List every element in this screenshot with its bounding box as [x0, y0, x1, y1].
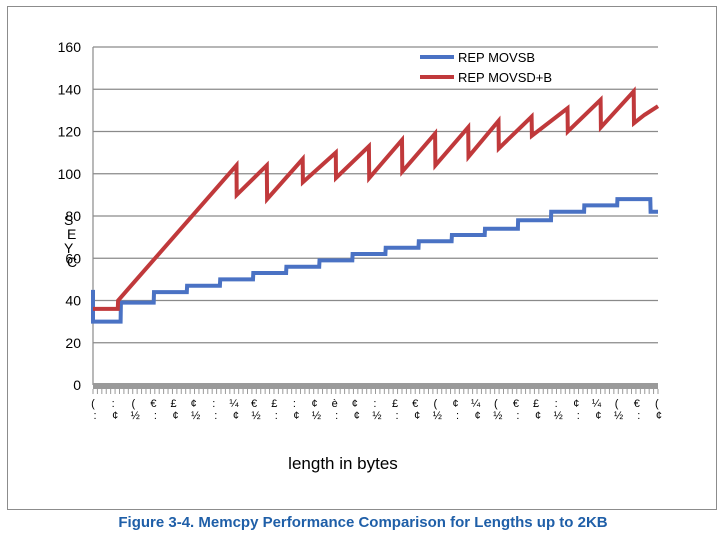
y-axis-label-fragment: E	[67, 226, 76, 242]
x-axis-title: length in bytes	[288, 454, 398, 473]
x-tick-label-fragment: ¢	[191, 398, 197, 410]
y-tick-label: 0	[73, 377, 81, 393]
x-tick-label-fragment: ½	[131, 410, 140, 422]
x-tick-label-fragment: ½	[493, 410, 502, 422]
x-tick-label-fragment: :	[293, 398, 296, 410]
y-axis-ticks: 0 20 40 60 80 100 120 140 160	[58, 39, 82, 393]
x-tick-label-fragment: ½	[433, 410, 442, 422]
y-axis-label-fragment: C	[67, 254, 77, 270]
series-line-rep-movsd-b	[93, 86, 660, 311]
x-tick-label-fragment: (	[91, 398, 95, 410]
x-tick-label-fragment: :	[577, 410, 580, 422]
x-tick-label-fragment: :	[212, 398, 215, 410]
chart-frame: 0 20 40 60 80 100 120 140 160 (:: ¢(½ €: £ ¢ ¢ ½:: ¼ ¢ € ½…	[7, 6, 717, 510]
series-line-rep-movsb	[91, 197, 658, 324]
y-axis-label-fragment: Y	[64, 240, 74, 256]
x-tick-label-fragment: :	[373, 398, 376, 410]
x-tick-label-fragment: ¢	[112, 410, 118, 422]
x-tick-label-fragment: (	[434, 398, 438, 410]
y-tick-label: 100	[58, 166, 82, 182]
x-tick-label-fragment: ¢	[452, 398, 458, 410]
x-tick-label-fragment: ½	[191, 410, 200, 422]
legend-label: REP MOVSD+B	[458, 70, 552, 85]
x-tick-label-fragment: ½	[614, 410, 623, 422]
x-tick-label-fragment: :	[396, 410, 399, 422]
x-tick-label-fragment: ½	[554, 410, 563, 422]
x-tick-label-fragment: ¢	[595, 410, 601, 422]
y-tick-label: 60	[65, 250, 81, 266]
x-tick-label-fragment: ¢	[352, 398, 358, 410]
y-tick-label: 120	[58, 124, 82, 140]
y-tick-label: 40	[65, 293, 81, 309]
x-tick-label-fragment: è	[332, 398, 338, 410]
x-tick-label-fragment: :	[214, 410, 217, 422]
legend-label: REP MOVSB	[458, 50, 535, 65]
x-tick-label-fragment: €	[412, 398, 418, 410]
x-tick-label-fragment: :	[456, 410, 459, 422]
x-tick-label-fragment: ¢	[293, 410, 299, 422]
x-tick-label-fragment: ¼	[471, 398, 481, 410]
x-tick-label-fragment: :	[112, 398, 115, 410]
x-tick-label-fragment: ½	[252, 410, 261, 422]
x-tick-label-fragment: :	[637, 410, 640, 422]
x-tick-label-fragment: ¢	[475, 410, 481, 422]
x-tick-label-fragment: ½	[312, 410, 321, 422]
x-tick-label-fragment: ¼	[229, 398, 239, 410]
x-tick-label-fragment: (	[655, 398, 659, 410]
x-tick-label-fragment: ¢	[573, 398, 579, 410]
y-axis-label-fragment: S	[64, 212, 73, 228]
x-tick-label-fragment: €	[634, 398, 640, 410]
legend: REP MOVSB REP MOVSD+B	[420, 50, 552, 85]
y-tick-label: 140	[58, 81, 82, 97]
x-tick-label-fragment: :	[154, 410, 157, 422]
x-tick-label-fragment: ¢	[354, 410, 360, 422]
x-tick-label-fragment: €	[513, 398, 519, 410]
x-tick-label-fragment: £	[271, 398, 277, 410]
x-tick-label-fragment: :	[555, 398, 558, 410]
x-axis-line	[93, 383, 658, 389]
grid-lines	[92, 46, 658, 389]
x-tick-label-fragment: :	[516, 410, 519, 422]
x-tick-label-fragment: :	[275, 410, 278, 422]
x-tick-label-fragment: ¢	[172, 410, 178, 422]
x-tick-label-fragment: £	[533, 398, 539, 410]
x-tick-label-fragment: (	[494, 398, 498, 410]
x-tick-label-fragment: (	[131, 398, 135, 410]
series-lines	[91, 86, 660, 324]
y-tick-label: 80	[65, 208, 81, 224]
x-tick-label-fragment: €	[150, 398, 156, 410]
x-tick-label-fragment: €	[251, 398, 257, 410]
y-tick-label: 20	[65, 335, 81, 351]
x-tick-label-fragment: £	[392, 398, 398, 410]
x-tick-label-fragment: (	[615, 398, 619, 410]
x-tick-label-fragment: ¢	[535, 410, 541, 422]
x-tick-label-fragment: ¼	[592, 398, 602, 410]
x-tick-label-fragment: :	[93, 410, 96, 422]
x-tick-label-fragment: ¢	[656, 410, 662, 422]
x-tick-label-fragment: ½	[372, 410, 381, 422]
x-tick-label-fragment: £	[170, 398, 176, 410]
x-tick-label-fragment: ¢	[311, 398, 317, 410]
figure-caption: Figure 3-4. Memcpy Performance Compariso…	[118, 514, 608, 531]
x-tick-label-fragment: :	[335, 410, 338, 422]
y-tick-label: 160	[58, 39, 82, 55]
x-tick-label-fragment: ¢	[233, 410, 239, 422]
x-axis-tickmarks: (::¢(½€:£¢¢½::¼¢€½£::¢¢½è:¢¢:½£:€¢(½¢:¼¢…	[91, 389, 662, 422]
x-tick-label-fragment: ¢	[414, 410, 420, 422]
